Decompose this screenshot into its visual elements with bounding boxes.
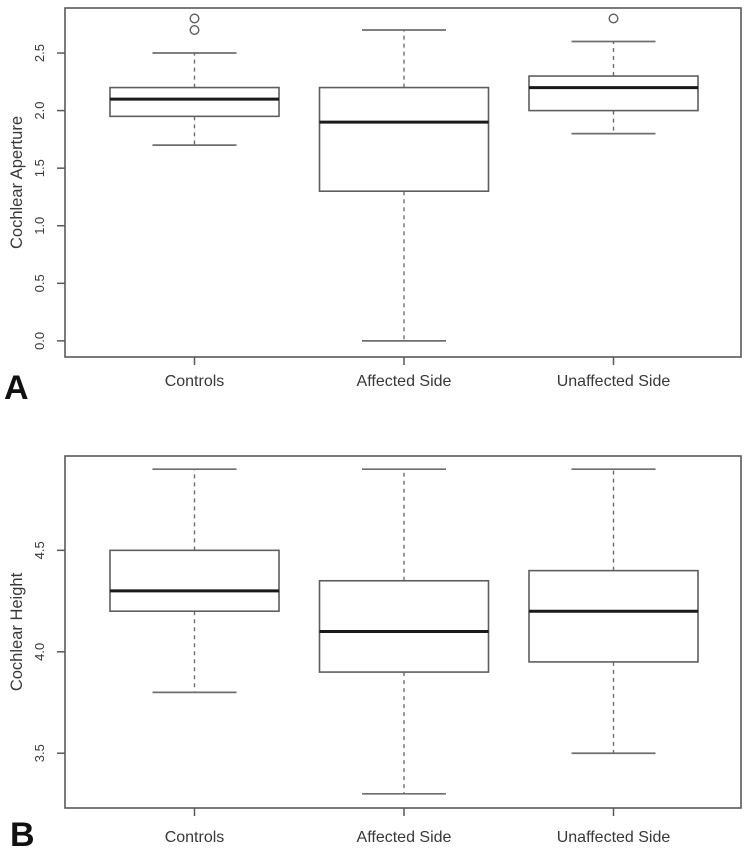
outlier-point [189,13,200,24]
y-tick-label: 0.5 [32,274,47,292]
boxplot-box [318,86,490,192]
panel-letter: B [10,816,35,851]
plot-frame [64,7,742,358]
y-tick-label: 0.0 [32,332,47,350]
y-axis-title: Cochlear Height [8,572,26,691]
plot-frame [64,455,742,809]
boxplot-box [528,569,699,663]
y-axis-title: Cochlear Aperture [8,116,26,249]
y-tick-label: 4.5 [32,541,47,559]
y-tick-label: 1.5 [32,159,47,177]
y-tick-label: 2.5 [32,44,47,62]
category-label: Affected Side [357,829,452,846]
panel-letter: A [4,369,29,407]
boxplot-box [109,549,280,613]
boxplot-box [109,86,280,118]
outlier-point [608,13,619,24]
y-tick-label: 2.0 [32,102,47,120]
category-label: Unaffected Side [557,829,671,846]
y-tick-label: 4.0 [32,643,47,661]
category-label: Controls [165,373,225,390]
boxplot-box [318,579,490,673]
boxplot-box [528,75,699,112]
y-tick-label: 1.0 [32,217,47,235]
category-label: Controls [165,829,225,846]
y-tick-label: 3.5 [32,744,47,762]
category-label: Unaffected Side [557,373,671,390]
outlier-point [189,24,200,35]
category-label: Affected Side [357,373,452,390]
